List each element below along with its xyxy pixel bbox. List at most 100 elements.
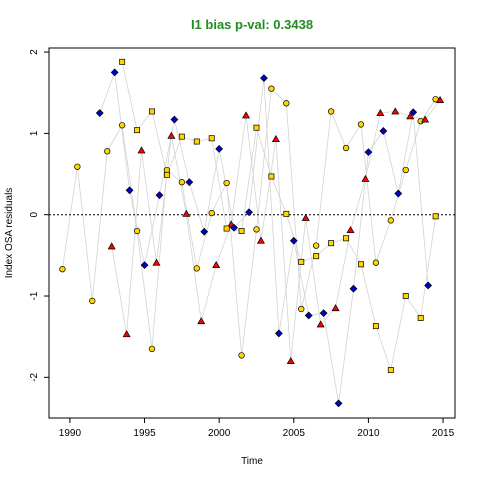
point-triangle bbox=[182, 209, 191, 217]
point-square bbox=[283, 210, 290, 217]
point-triangle bbox=[376, 108, 385, 116]
plot-area-frame bbox=[48, 47, 456, 419]
point-circle bbox=[387, 217, 394, 224]
point-square bbox=[298, 258, 305, 265]
point-circle bbox=[327, 108, 335, 115]
data-points bbox=[59, 58, 445, 408]
point-triangle bbox=[421, 115, 430, 123]
point-diamond bbox=[95, 109, 104, 117]
point-circle bbox=[59, 266, 66, 273]
point-circle bbox=[104, 148, 111, 155]
point-diamond bbox=[245, 208, 253, 217]
series-line-circle bbox=[62, 87, 436, 356]
point-diamond bbox=[260, 74, 268, 82]
point-circle bbox=[268, 85, 275, 92]
y-tick-label: -2 bbox=[29, 372, 40, 381]
y-tick-label: 1 bbox=[29, 130, 40, 136]
y-tick-label: 0 bbox=[29, 211, 40, 217]
point-diamond bbox=[319, 309, 328, 317]
point-square bbox=[387, 367, 394, 373]
point-circle bbox=[118, 122, 126, 129]
point-square bbox=[328, 240, 335, 247]
point-diamond bbox=[349, 284, 358, 293]
point-triangle bbox=[212, 261, 221, 269]
point-triangle bbox=[137, 146, 146, 154]
point-square bbox=[119, 58, 126, 65]
point-square bbox=[253, 124, 260, 131]
point-circle bbox=[208, 209, 215, 217]
point-circle bbox=[223, 179, 230, 187]
point-square bbox=[223, 225, 230, 232]
point-square bbox=[372, 323, 379, 330]
point-square bbox=[313, 253, 320, 260]
point-diamond bbox=[409, 108, 418, 117]
point-diamond bbox=[289, 236, 298, 245]
point-diamond bbox=[185, 178, 194, 187]
point-square bbox=[149, 108, 155, 115]
point-circle bbox=[357, 121, 365, 128]
point-triangle bbox=[301, 213, 310, 221]
point-circle bbox=[238, 352, 245, 359]
point-circle bbox=[253, 226, 260, 233]
point-circle bbox=[313, 242, 320, 249]
point-triangle bbox=[242, 111, 251, 119]
point-diamond bbox=[274, 329, 283, 338]
point-circle bbox=[372, 259, 380, 266]
point-diamond bbox=[140, 261, 149, 270]
point-diamond bbox=[230, 223, 238, 232]
x-axis: 1990 1995 2000 2005 2010 2015 bbox=[59, 418, 455, 439]
point-circle bbox=[298, 305, 305, 313]
point-diamond bbox=[379, 127, 388, 135]
x-tick-label: 2015 bbox=[432, 428, 455, 439]
point-diamond bbox=[110, 68, 119, 77]
point-triangle bbox=[152, 258, 161, 266]
point-circle bbox=[74, 163, 81, 170]
x-tick-label: 1995 bbox=[133, 428, 156, 439]
point-triangle bbox=[391, 107, 400, 115]
point-diamond bbox=[334, 399, 343, 408]
point-square bbox=[432, 213, 439, 220]
point-square bbox=[402, 293, 409, 299]
point-triangle bbox=[286, 356, 295, 364]
point-square bbox=[208, 135, 215, 142]
y-tick-label: 2 bbox=[29, 49, 40, 55]
point-triangle bbox=[167, 131, 176, 139]
point-triangle bbox=[256, 236, 265, 244]
y-tick-label: -1 bbox=[29, 291, 40, 300]
x-tick-label: 2005 bbox=[283, 428, 306, 439]
point-square bbox=[238, 228, 245, 234]
point-triangle bbox=[406, 112, 415, 120]
x-axis-label: Time bbox=[241, 456, 263, 467]
point-triangle bbox=[107, 242, 116, 250]
point-diamond bbox=[200, 227, 209, 236]
point-diamond bbox=[125, 186, 134, 195]
point-triangle bbox=[122, 330, 131, 338]
point-triangle bbox=[436, 95, 445, 103]
point-triangle bbox=[316, 320, 325, 328]
point-circle bbox=[193, 265, 200, 272]
point-diamond bbox=[215, 144, 224, 153]
point-diamond bbox=[394, 189, 403, 198]
point-square bbox=[178, 133, 185, 140]
point-circle bbox=[133, 227, 141, 235]
point-diamond bbox=[155, 191, 164, 200]
point-diamond bbox=[304, 311, 313, 320]
point-circle bbox=[178, 179, 185, 186]
point-triangle bbox=[331, 304, 340, 312]
point-triangle bbox=[271, 134, 280, 142]
point-square bbox=[163, 171, 170, 178]
y-axis-label: Index OSA residuals bbox=[4, 188, 15, 279]
point-diamond bbox=[170, 115, 179, 124]
point-triangle bbox=[361, 174, 370, 182]
point-diamond bbox=[364, 148, 373, 156]
point-square bbox=[134, 127, 141, 134]
point-circle bbox=[402, 166, 409, 174]
x-tick-label: 2000 bbox=[208, 428, 231, 439]
point-circle bbox=[148, 345, 156, 353]
point-square bbox=[343, 235, 349, 242]
point-circle bbox=[283, 100, 290, 107]
point-circle bbox=[342, 144, 350, 152]
point-square bbox=[193, 138, 200, 145]
y-axis: -2 -1 0 1 2 bbox=[29, 49, 49, 382]
